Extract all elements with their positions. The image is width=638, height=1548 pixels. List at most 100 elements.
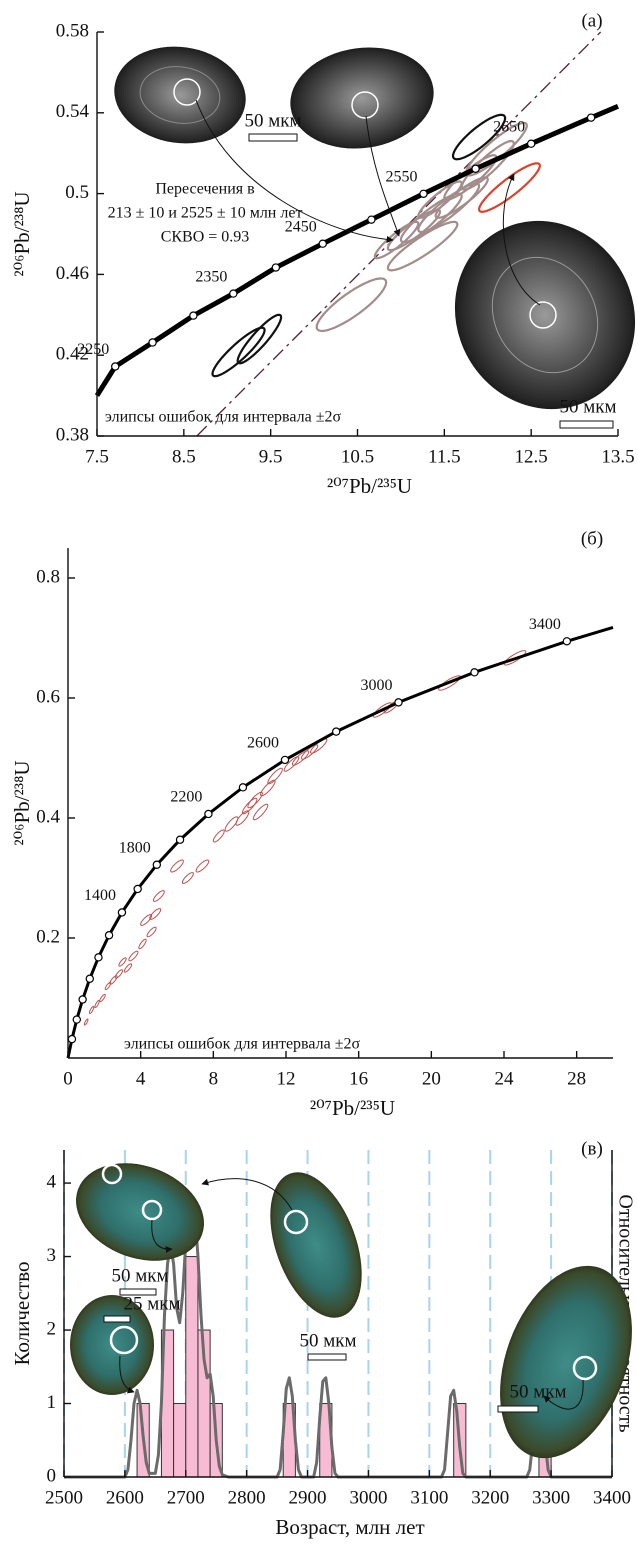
x-tick-label: 8 — [209, 1068, 219, 1089]
error-ellipse — [94, 999, 100, 1009]
grain-image — [500, 1265, 632, 1459]
age-point — [204, 809, 213, 819]
age-label: 1800 — [119, 839, 151, 856]
x-axis-label: ²⁰⁷Pb/²³⁵U — [310, 1096, 395, 1120]
error-ellipse — [451, 113, 507, 161]
age-point — [175, 835, 185, 844]
age-point — [78, 995, 87, 1004]
error-ellipse — [386, 220, 459, 272]
age-point — [394, 698, 403, 707]
error-ellipse — [118, 957, 127, 967]
probability-curve — [64, 1196, 612, 1479]
x-tick-label: 2500 — [45, 1487, 83, 1508]
error-ellipse — [123, 963, 133, 973]
age-label: 3400 — [529, 616, 561, 633]
age-point — [94, 953, 103, 962]
age-point — [331, 727, 341, 736]
x-tick-label: 24 — [495, 1068, 515, 1089]
error-ellipse — [247, 791, 263, 809]
scale-bar — [248, 133, 298, 142]
y-tick-label: 0 — [47, 1465, 57, 1486]
y-tick-label: 0.5 — [65, 182, 89, 203]
error-ellipse — [372, 702, 392, 718]
x-tick-label: 7.5 — [85, 446, 109, 467]
y-axis-label: Количество — [10, 1261, 34, 1365]
annotation: Пересечения в — [155, 181, 255, 198]
error-ellipse — [104, 981, 112, 991]
age-label: 2600 — [247, 735, 279, 752]
scale-bar — [559, 420, 614, 429]
age-point — [280, 755, 290, 765]
age-point — [148, 338, 157, 347]
y-tick-label: 3 — [47, 1245, 57, 1266]
error-ellipse — [128, 950, 139, 962]
error-ellipse — [236, 313, 283, 365]
age-point — [72, 1015, 81, 1024]
scale-label: 50 мкм — [299, 1330, 356, 1351]
overlay: (а) 50 мкм 50 мкм Пересечения в 213 ± 10… — [70, 10, 636, 1459]
age-point — [85, 974, 94, 983]
arrow — [543, 1379, 584, 1410]
error-ellipse — [260, 779, 276, 797]
error-ellipse — [149, 908, 162, 920]
x-tick-label: 2900 — [289, 1487, 327, 1508]
x-tick-label: 0 — [63, 1068, 73, 1089]
x-tick-label: 3300 — [532, 1487, 570, 1508]
x-tick-label: 3200 — [471, 1487, 509, 1508]
error-ellipse — [438, 675, 461, 691]
x-tick-label: 20 — [422, 1068, 441, 1089]
x-tick-label: 13.5 — [601, 446, 634, 467]
error-ellipse — [224, 816, 239, 832]
y-tick-label: 2 — [47, 1318, 57, 1339]
x-axis-label: ²⁰⁷Pb/²³⁵U — [327, 474, 412, 498]
x-tick-label: 3400 — [593, 1487, 631, 1508]
scale-label: 50 мкм — [509, 1381, 566, 1402]
error-ellipse — [140, 914, 153, 926]
x-axis-label: Возраст, млн лет — [275, 1515, 424, 1539]
x-tick-label: 2800 — [228, 1487, 266, 1508]
y-tick-label: 0.2 — [36, 926, 60, 947]
arrow — [201, 1178, 293, 1211]
age-label: 2350 — [195, 268, 227, 285]
arrow — [195, 99, 394, 243]
grain-image — [290, 47, 434, 149]
error-ellipse — [146, 926, 157, 938]
y-tick-label: 0.58 — [56, 20, 89, 41]
error-ellipse — [460, 139, 515, 191]
age-label: 3000 — [361, 677, 393, 694]
age-label: 2650 — [493, 118, 525, 135]
y-tick-label: 0.6 — [36, 686, 60, 707]
scale-bar — [497, 1405, 539, 1413]
y-tick-label: 0.54 — [56, 101, 90, 122]
arrow — [502, 173, 541, 306]
age-label: 1400 — [84, 887, 116, 904]
age-point — [104, 931, 114, 940]
x-tick-label: 3000 — [349, 1487, 387, 1508]
arrow — [365, 115, 401, 237]
scale-bar — [119, 1288, 157, 1296]
age-label: 2200 — [170, 789, 202, 806]
grain-image — [454, 220, 636, 410]
error-ellipse — [138, 938, 147, 950]
x-tick-label: 9.5 — [259, 446, 283, 467]
scale-label: 50 мкм — [244, 110, 301, 131]
y-tick-label: 0.8 — [36, 566, 60, 587]
age-point — [471, 164, 480, 173]
age-label: 2550 — [385, 168, 417, 185]
age-point — [117, 908, 127, 917]
error-ellipse — [152, 890, 165, 902]
error-ellipse — [170, 859, 184, 873]
error-ellipse — [212, 829, 225, 843]
x-tick-label: 11.5 — [428, 446, 461, 467]
y-tick-label: 1 — [47, 1392, 57, 1413]
arrow — [151, 1219, 173, 1254]
error-ellipse — [235, 810, 250, 826]
age-label: 2450 — [285, 218, 317, 235]
error-ellipse — [195, 859, 210, 873]
x-tick-label: 8.5 — [172, 446, 196, 467]
age-point — [229, 289, 238, 298]
histogram-bar — [185, 1256, 199, 1478]
scale-label: 50 мкм — [559, 396, 616, 417]
